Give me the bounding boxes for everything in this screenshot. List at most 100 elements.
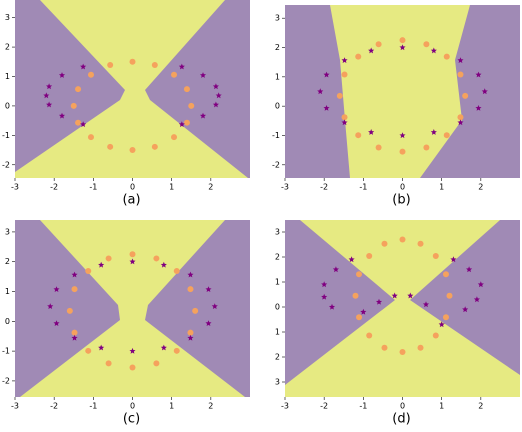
x-tick-label: -1 <box>89 402 97 411</box>
star-point <box>360 308 367 315</box>
x-tick-label: 1 <box>439 183 444 192</box>
circle-point <box>462 92 469 99</box>
circle-point <box>375 144 382 151</box>
y-tick-label: 2 <box>275 353 280 362</box>
star-point <box>348 256 355 263</box>
star-point <box>399 44 406 51</box>
x-tick-label: 2 <box>208 183 213 192</box>
circle-point <box>85 267 92 274</box>
star-point <box>391 292 398 299</box>
y-tick-label: 2 <box>5 257 10 266</box>
y-tick-label: 1 <box>275 72 280 81</box>
circle-point <box>399 349 406 355</box>
star-point <box>317 88 324 95</box>
x-tick-label: -1 <box>359 183 367 192</box>
circle-point <box>151 62 158 69</box>
circle-point <box>151 143 158 150</box>
star-point <box>422 301 430 308</box>
circle-point <box>442 314 449 321</box>
circle-point <box>341 114 348 121</box>
circle-point <box>417 240 424 247</box>
star-point <box>475 71 482 78</box>
circle-point <box>70 102 77 109</box>
star-point <box>321 281 328 288</box>
caption: (d) <box>392 412 410 427</box>
y-tick-label: 0 <box>275 102 280 111</box>
circle-point <box>341 71 348 78</box>
star-point <box>323 105 330 111</box>
y-tick-label: 0 <box>275 303 280 312</box>
circle-point <box>399 37 406 44</box>
circle-point <box>75 119 82 126</box>
region <box>20 220 245 397</box>
star-point <box>187 334 194 341</box>
y-tick-label: 3 <box>5 13 10 22</box>
star-point <box>53 286 60 293</box>
star-point <box>71 334 78 341</box>
star-point <box>71 271 78 278</box>
circle-point <box>423 41 430 48</box>
star-point <box>457 119 464 126</box>
star-point <box>199 72 207 78</box>
circle-point <box>129 251 136 258</box>
circle-point <box>129 364 136 371</box>
circle-point <box>375 41 382 48</box>
star-point <box>46 83 53 90</box>
star-point <box>481 88 488 95</box>
circle-point <box>423 144 430 151</box>
x-tick-label: 0 <box>130 402 135 411</box>
y-tick-label: -2 <box>2 376 10 385</box>
region <box>285 220 520 397</box>
circle-point <box>446 292 453 299</box>
circle-point <box>66 307 73 314</box>
x-tick-label: 0 <box>130 183 135 192</box>
star-point <box>473 296 480 303</box>
star-point <box>199 112 207 119</box>
star-point <box>205 286 212 293</box>
circle-point <box>105 360 112 367</box>
star-point <box>215 92 222 99</box>
circle-point <box>107 62 114 69</box>
panel-c-regions <box>15 220 250 397</box>
circle-point <box>457 114 464 121</box>
circle-point <box>417 344 424 351</box>
star-point <box>212 83 219 90</box>
circle-point <box>183 119 190 126</box>
y-tick-label: 3 <box>275 228 280 237</box>
circle-point <box>443 132 450 139</box>
y-tick-label: 2 <box>5 43 10 52</box>
star-point <box>178 121 185 128</box>
circle-point <box>85 347 92 354</box>
y-tick-label: 2 <box>275 43 280 52</box>
x-tick-label: -1 <box>359 402 367 411</box>
circle-point <box>129 147 136 154</box>
star-point <box>375 298 383 305</box>
star-point <box>321 293 328 300</box>
star-point <box>438 321 445 328</box>
circle-point <box>187 286 194 293</box>
star-point <box>332 266 339 273</box>
star-point <box>98 261 105 268</box>
circle-point <box>71 286 78 293</box>
star-point <box>457 57 464 64</box>
circle-point <box>381 240 388 247</box>
y-tick-label: 3 <box>275 378 280 387</box>
x-tick-label: -3 <box>11 402 19 411</box>
circle-point <box>336 92 343 99</box>
star-point <box>341 119 348 126</box>
circle-point <box>356 271 363 278</box>
y-tick-label: -1 <box>2 347 10 356</box>
circle-point <box>87 134 94 141</box>
x-tick-label: -3 <box>281 183 289 192</box>
star-point <box>129 258 136 265</box>
caption: (b) <box>392 193 410 208</box>
y-tick-label: 3 <box>5 227 10 236</box>
y-tick-label: -2 <box>272 160 280 169</box>
circle-point <box>432 253 439 259</box>
circle-point <box>355 132 362 139</box>
circle-point <box>173 267 180 274</box>
circle-point <box>187 329 194 336</box>
circle-point <box>399 148 406 155</box>
star-point <box>80 121 87 128</box>
